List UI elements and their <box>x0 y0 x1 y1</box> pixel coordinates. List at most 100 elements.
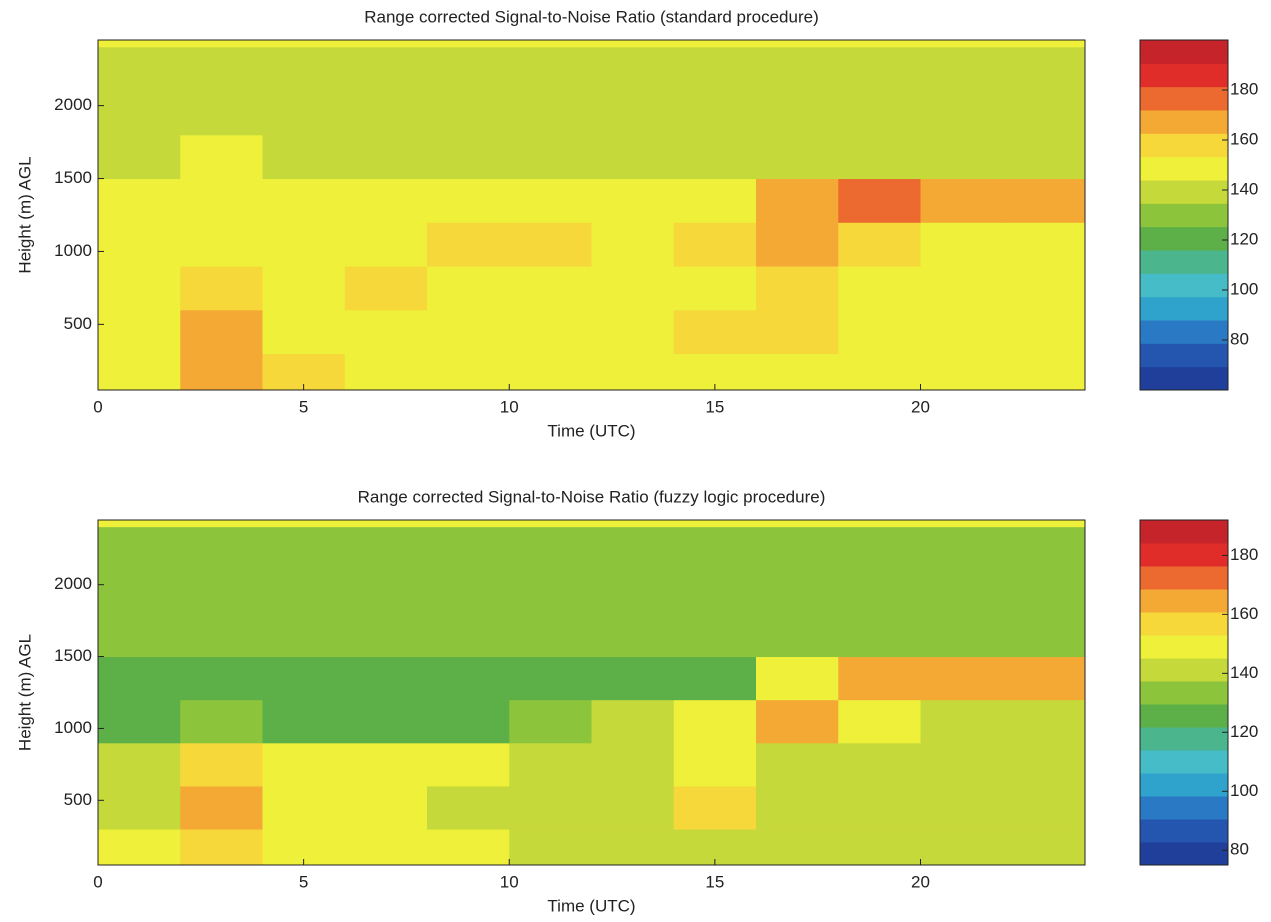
heat-cell <box>756 309 839 355</box>
heat-cell <box>262 91 346 136</box>
heat-cell <box>427 47 510 92</box>
heat-cell <box>838 527 921 571</box>
heat-cell <box>673 178 757 223</box>
colorbar-swatch <box>1140 589 1228 613</box>
heat-cell <box>673 742 757 787</box>
heat-cell <box>756 222 839 267</box>
colorbar-tick-label: 180 <box>1230 545 1258 564</box>
heat-cell <box>509 309 592 355</box>
heat-cell <box>591 829 675 866</box>
heat-cell <box>427 656 510 701</box>
heat-cell <box>180 742 263 787</box>
colorbar-tick-label: 160 <box>1230 129 1258 148</box>
colorbar-swatch <box>1140 658 1228 682</box>
colorbar-tick-label: 100 <box>1230 781 1258 800</box>
colorbar-tick-label: 160 <box>1230 604 1258 623</box>
heat-cell <box>673 785 757 830</box>
heat-cell <box>427 570 510 614</box>
y-tick-label: 500 <box>64 314 92 333</box>
x-tick-label: 10 <box>500 872 519 891</box>
heat-cell <box>591 527 675 571</box>
heat-cell <box>591 570 675 614</box>
heat-cell <box>838 47 921 92</box>
heat-cell <box>1002 222 1086 267</box>
heat-cell <box>344 656 428 701</box>
heat-cell <box>673 309 757 355</box>
heat-cell <box>98 613 181 658</box>
heat-cell <box>509 829 592 866</box>
heat-cell <box>756 656 839 701</box>
heat-cell <box>1002 742 1086 787</box>
heat-cell <box>673 613 757 658</box>
colorbar-swatch <box>1140 180 1228 204</box>
heat-cell <box>1002 353 1086 391</box>
colorbar-swatch <box>1140 750 1228 774</box>
heat-cell <box>591 613 675 658</box>
heat-cell <box>427 353 510 391</box>
heat-cell <box>756 699 839 744</box>
heat-cell <box>98 527 181 571</box>
heat-cell <box>838 178 921 223</box>
colorbar-swatch <box>1140 250 1228 274</box>
heat-cell <box>1002 134 1086 180</box>
heat-cell <box>262 134 346 180</box>
heat-cell <box>591 47 675 92</box>
heat-cell <box>427 222 510 267</box>
heat-cell <box>509 570 592 614</box>
heat-cell <box>509 47 592 92</box>
heat-cell <box>98 47 181 92</box>
heat-cell <box>98 829 181 866</box>
heat-cell <box>920 47 1004 92</box>
heat-cell <box>180 178 263 223</box>
y-tick-label: 2000 <box>54 95 92 114</box>
heat-cell <box>756 47 839 92</box>
colorbar-swatch <box>1140 40 1228 64</box>
colorbar-frame <box>1139 39 1229 391</box>
heat-cell <box>1002 527 1086 571</box>
heat-cell <box>1002 47 1086 92</box>
heat-cell <box>920 309 1004 355</box>
heat-cell <box>838 266 921 311</box>
heat-cell <box>838 91 921 136</box>
colorbar-swatch <box>1140 133 1228 158</box>
heat-cell <box>344 527 428 571</box>
heat-cell <box>673 222 757 267</box>
heat-cell <box>756 613 839 658</box>
heat-cell <box>98 266 181 311</box>
heat-cell <box>344 570 428 614</box>
colorbar-tick-label: 100 <box>1230 279 1258 298</box>
heat-cell <box>673 570 757 614</box>
heat-cell <box>756 785 839 830</box>
colorbar-swatch <box>1140 86 1228 111</box>
heat-cell <box>756 266 839 311</box>
plot-frame <box>97 519 1086 866</box>
heat-cell <box>262 527 346 571</box>
colorbar-swatch <box>1140 727 1228 751</box>
heat-cell <box>673 134 757 180</box>
heat-cell <box>98 742 181 787</box>
heat-cell <box>920 742 1004 787</box>
heat-cell <box>756 91 839 136</box>
heat-cell <box>838 656 921 701</box>
x-tick-label: 15 <box>705 872 724 891</box>
heat-cell <box>1002 829 1086 866</box>
x-axis-label: Time (UTC) <box>547 896 635 915</box>
x-tick-label: 20 <box>911 872 930 891</box>
heat-cell <box>756 742 839 787</box>
heat-cell <box>756 570 839 614</box>
heat-cell <box>838 829 921 866</box>
heat-cell <box>673 47 757 92</box>
colorbar-tick-label: 140 <box>1230 663 1258 682</box>
heat-cell <box>591 222 675 267</box>
heat-cell <box>344 222 428 267</box>
heat-cell <box>509 613 592 658</box>
heat-cell <box>920 613 1004 658</box>
heat-cell <box>98 699 181 744</box>
heat-cell <box>673 266 757 311</box>
heat-cell <box>262 222 346 267</box>
colorbar-swatch <box>1140 520 1228 544</box>
heat-cell <box>920 785 1004 830</box>
heat-cell <box>920 527 1004 571</box>
heat-cell <box>509 178 592 223</box>
heat-cell <box>262 47 346 92</box>
